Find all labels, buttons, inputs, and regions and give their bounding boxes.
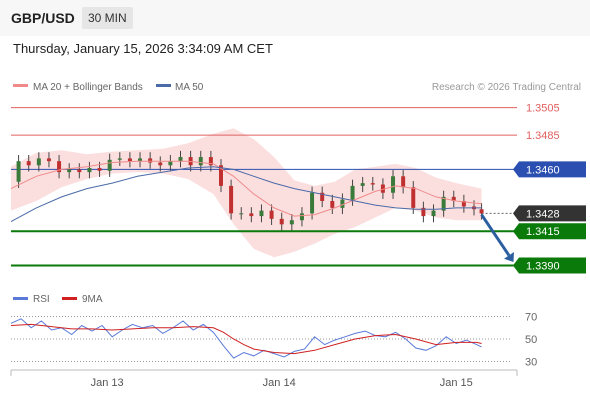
candle-body [218, 165, 223, 186]
ma50-line [10, 166, 482, 223]
candle-body [360, 183, 365, 186]
ma20-legend-swatch [13, 84, 28, 87]
rsi-panel: 70 50 30 [10, 312, 537, 369]
rsi-legend-swatch [13, 297, 28, 300]
candle-body [117, 158, 122, 160]
candle-body [36, 158, 41, 166]
time-tick-label: Jan 14 [263, 377, 296, 389]
candle-body [168, 161, 173, 166]
candle-body [138, 158, 143, 162]
candle-body [479, 209, 484, 214]
candle-body [370, 183, 375, 185]
candle-body [320, 192, 325, 201]
rsi-tick-50: 50 [525, 334, 537, 346]
level-label-1.3505: 1.3505 [526, 103, 560, 115]
level-lines [11, 107, 517, 267]
candle-body [127, 158, 132, 162]
rsi-ma-legend-label: 9MA [82, 294, 103, 305]
rsi-line [10, 318, 482, 359]
candle-body [340, 199, 345, 208]
ma20-legend-label: MA 20 + Bollinger Bands [33, 82, 143, 93]
level-tag-1.3390 [513, 257, 586, 274]
candle-body [16, 161, 21, 182]
level-label-1.3485: 1.3485 [526, 130, 560, 142]
forecast-arrow-shaft [480, 213, 511, 257]
candle-body [77, 169, 82, 173]
forecast-arrow-head [504, 252, 514, 263]
candle-body [269, 210, 274, 219]
candle-body [431, 210, 436, 217]
candle-body [57, 161, 62, 173]
candle-body [441, 196, 446, 211]
candle-body [26, 161, 31, 166]
rsi-tick-30: 30 [525, 357, 537, 369]
candle-body [461, 200, 466, 207]
level-tag-1.3415 [513, 223, 586, 240]
candle-body [259, 210, 264, 217]
level-tag-1.3460 [513, 161, 586, 178]
level-label-1.3415: 1.3415 [526, 226, 560, 238]
candle-body [87, 168, 92, 173]
candle-body [198, 157, 203, 166]
time-tick-label: Jan 13 [91, 377, 124, 389]
candle-body [279, 218, 284, 225]
candle-body [310, 192, 315, 214]
moving-averages [10, 160, 482, 223]
ma50-legend-swatch [156, 84, 171, 87]
time-tick-label: Jan 15 [440, 377, 473, 389]
candle-body [380, 184, 385, 193]
rsi-legend-label: RSI [33, 294, 50, 305]
level-label-1.3428: 1.3428 [526, 208, 560, 220]
candle-body [411, 187, 416, 208]
forecast-arrow [480, 213, 514, 263]
ma20-line [10, 160, 482, 217]
candle-body [299, 213, 304, 221]
level-tag-1.3428 [513, 205, 586, 222]
ma50-legend-label: MA 50 [175, 82, 204, 93]
candle-body [330, 200, 335, 208]
rsi-tick-70: 70 [525, 312, 537, 324]
candle-body [350, 185, 355, 200]
candle-body [391, 176, 396, 193]
credit-text: Research © 2026 Trading Central [432, 82, 581, 93]
level-label-1.3390: 1.3390 [526, 261, 560, 273]
bollinger-band-layer [11, 128, 482, 258]
candle-body [97, 168, 102, 171]
level-tags: 1.3505 1.3485 1.3460 1.3428 1.3415 1.3390 [513, 103, 586, 274]
candle-body [249, 213, 254, 217]
candle-body [158, 162, 163, 166]
candle-body [239, 213, 244, 215]
rsi-ma-line [10, 323, 482, 355]
candle-body [148, 158, 153, 163]
candle-body [178, 157, 183, 162]
candle-body [421, 207, 426, 217]
timeframe-button[interactable]: 30 MIN [82, 7, 133, 29]
level-label-1.3460: 1.3460 [526, 164, 560, 176]
candle-body [401, 176, 406, 188]
candle-body [208, 157, 213, 166]
bollinger-band [11, 128, 482, 258]
symbol-label: GBP/USD [11, 10, 75, 26]
candle-body [107, 159, 112, 171]
candle-body [46, 158, 51, 162]
candle-body [67, 169, 72, 173]
candle-body [229, 185, 234, 214]
candle-body [451, 196, 456, 201]
rsi-ma-legend-swatch [62, 297, 77, 300]
candle-body [289, 220, 294, 225]
timestamp: Thursday, January 15, 2026 3:34:09 AM CE… [13, 41, 273, 56]
time-axis: Jan 13 Jan 14 Jan 15 [10, 369, 518, 389]
